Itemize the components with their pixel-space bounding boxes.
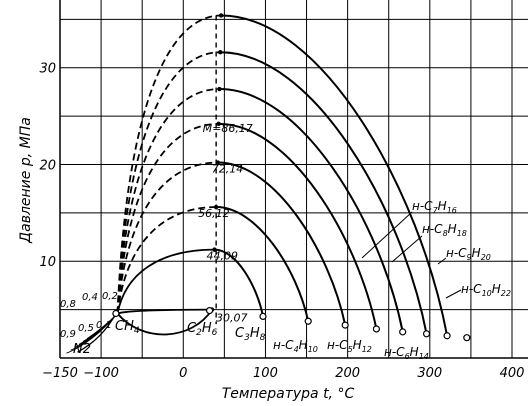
vapor-curve-endpoint [463, 334, 471, 342]
x-tick-label: 0 [179, 366, 187, 381]
envelope-mass-label: 56,12 [198, 207, 230, 220]
critical-point [213, 204, 219, 210]
c7h16-label: н-C7H16 [412, 199, 457, 215]
n2-label: N2 [73, 342, 91, 357]
y-tick-label: 30 [39, 62, 56, 77]
ch4-mark-02: 0,2 [102, 291, 118, 302]
markers [112, 13, 471, 342]
c8h18-leader [391, 235, 423, 263]
envelope-dew-branch [219, 88, 404, 333]
ch4-mark-04: 0,4 [82, 292, 98, 303]
envelope-dew-branch [217, 161, 347, 326]
vapor-curve-endpoint [399, 328, 407, 336]
envelope-bubble-branch [116, 206, 217, 314]
vapor-curve-endpoint [372, 325, 380, 333]
ch4-mark-01: 0,1 [96, 320, 112, 331]
c5h12-label: н-C5H12 [327, 338, 372, 354]
envelope-bubble-branch [116, 88, 220, 314]
x-tick-label: 300 [417, 366, 442, 381]
curves [66, 14, 449, 354]
vapor-curve-endpoint [341, 321, 349, 329]
critical-point [218, 50, 223, 55]
critical-point [217, 86, 222, 92]
envelope-dew-branch [214, 248, 264, 317]
envelope-dew-branch [221, 14, 449, 336]
vapor-curve-endpoint [112, 309, 120, 318]
critical-point [212, 247, 217, 252]
vapor-curve-endpoint [205, 306, 214, 315]
envelope-mass-label: 30,07 [216, 312, 248, 325]
c2h6-lower-loop [116, 309, 213, 336]
envelope-mass-label: 72,14 [212, 163, 244, 176]
x-tick-label: 200 [335, 366, 360, 381]
x-tick-label: 400 [500, 366, 525, 381]
critical-point [216, 121, 221, 127]
envelope-bubble-branch [116, 122, 219, 314]
c8h18-label: н-C8H18 [422, 222, 467, 238]
vapor-curve-endpoint [259, 312, 267, 320]
envelope-bubble-branch [116, 248, 215, 314]
envelope-mass-label: M=86,17 [203, 122, 253, 135]
envelope-bubble-branch [116, 14, 222, 314]
envelope-bubble-branch [117, 308, 213, 315]
c4h10-label: н-C4H10 [273, 338, 318, 354]
c2h6-label: C2H6 [187, 321, 218, 338]
y-tick-label: 20 [39, 158, 56, 173]
x-tick-label: −100 [83, 366, 119, 381]
ch4-mark-09: 0,9 [60, 329, 76, 340]
envelope-dew-branch [220, 51, 428, 335]
envelope-bubble-branch [116, 161, 218, 314]
c10h22-leader [445, 289, 462, 299]
envelope-dew-branch [218, 122, 378, 330]
ch4-label: CH4 [115, 319, 140, 336]
x-tick-label: 100 [253, 366, 278, 381]
x-tick-label: −150 [42, 366, 78, 381]
ch4-mark-05: 0,5 [78, 323, 94, 334]
envelope-mass-label: 44,09 [207, 250, 239, 263]
vapor-curve-endpoint [304, 317, 312, 325]
c9h20-leader [437, 257, 447, 265]
labels: −150 −100 0 100 200 300 400 10 20 30 30,07 44,09 56,… [39, 62, 524, 381]
c3h8-label: C3H8 [235, 326, 266, 343]
critical-point [218, 13, 224, 18]
vapor-curve-endpoint [443, 332, 451, 340]
ch4-mark-08: 0,8 [60, 299, 76, 310]
envelope-bubble-branch [116, 51, 221, 314]
c6h14-label: н-C6H14 [384, 345, 429, 361]
critical-point [215, 160, 220, 165]
y-tick-label: 10 [39, 255, 56, 270]
y-axis-title: Давление p, МПа [18, 117, 34, 244]
envelope-dew-branch [216, 206, 310, 322]
c7h16-leader [361, 211, 413, 259]
c9h20-label: н-C9H20 [446, 246, 491, 262]
c10h22-label: н-C10H22 [461, 282, 511, 298]
x-axis-title: Температура t, °C [222, 386, 355, 402]
vapor-curve-endpoint [422, 330, 431, 338]
